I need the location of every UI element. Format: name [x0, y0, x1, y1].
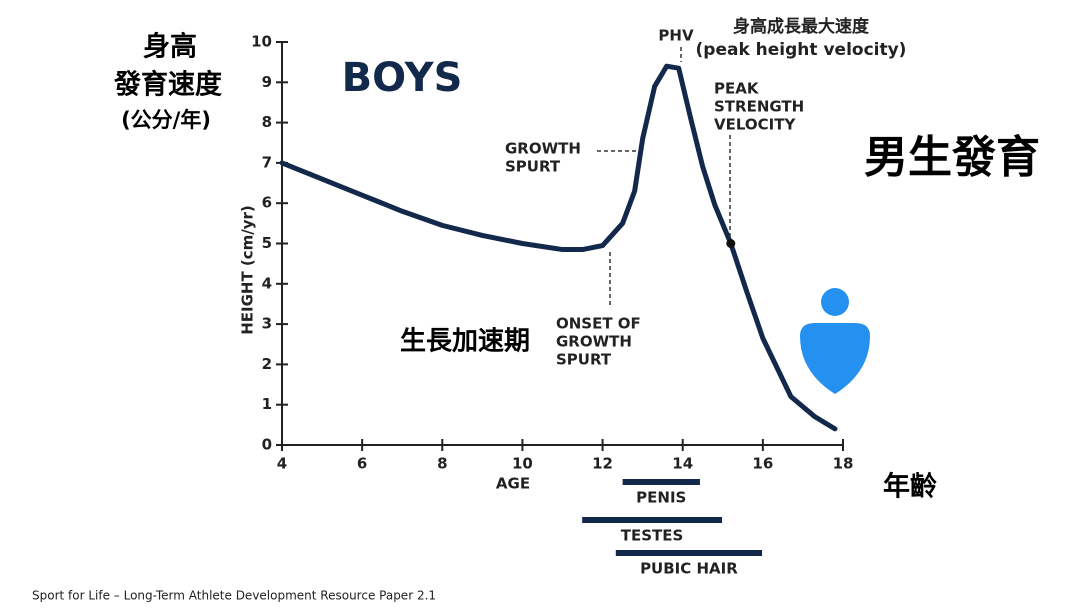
range-bar	[582, 517, 722, 523]
y-tick-label: 10	[251, 33, 272, 51]
x-tick-label: 14	[672, 455, 693, 473]
y-label-cn: 發育速度	[113, 69, 222, 101]
annotation: PEAK	[714, 80, 760, 98]
x-tick-label: 4	[277, 455, 287, 473]
heading: 男生發育	[864, 132, 1040, 183]
annotation: GROWTH	[505, 140, 581, 158]
annotation: PHV	[658, 27, 694, 45]
peak-strength-point	[726, 239, 736, 248]
x-axis-label: AGE	[496, 475, 530, 493]
range-bar	[622, 479, 700, 485]
range-bar	[615, 550, 763, 556]
x-label-cn: 年齡	[883, 471, 937, 503]
annotation: SPURT	[556, 351, 612, 369]
y-tick-label: 4	[262, 274, 272, 292]
annotation: GROWTH	[556, 333, 632, 351]
y-tick-label: 3	[262, 315, 272, 333]
annotation: 身高成長最大速度	[733, 16, 870, 37]
range-label: TESTES	[621, 527, 684, 545]
line	[279, 63, 838, 432]
y-tick-label: 6	[262, 194, 272, 212]
x-tick-label: 12	[592, 455, 613, 473]
annotation: VELOCITY	[714, 116, 796, 134]
y-tick-label: 0	[262, 436, 272, 454]
y-axis-label: HEIGHT (cm/yr)	[239, 205, 257, 335]
range-label: PUBIC HAIR	[640, 560, 738, 578]
chart-title: BOYS	[342, 55, 463, 101]
annotation: (peak height velocity)	[696, 40, 907, 60]
y-tick-label: 2	[262, 355, 272, 373]
annotation: SPURT	[505, 158, 561, 176]
x-tick-label: 8	[437, 455, 447, 473]
x-tick-label: 16	[752, 455, 773, 473]
y-tick-label: 5	[262, 234, 272, 252]
y-tick-label: 7	[262, 153, 272, 171]
x-tick-label: 6	[357, 455, 367, 473]
y-tick-label: 1	[262, 395, 272, 413]
person-icon	[800, 288, 870, 394]
annotation: ONSET OF	[556, 315, 641, 333]
range-label: PENIS	[636, 489, 686, 507]
phase-label: 生長加速期	[400, 327, 530, 357]
y-tick-label: 8	[262, 113, 272, 131]
x-tick-label: 18	[833, 455, 854, 473]
annotation: STRENGTH	[714, 98, 804, 116]
y-tick-label: 9	[262, 73, 272, 91]
source: Sport for Life – Long-Term Athlete Devel…	[32, 589, 436, 603]
x-tick-label: 10	[512, 455, 533, 473]
y-label-cn: (公分/年)	[121, 108, 211, 132]
y-label-cn: 身高	[143, 31, 197, 63]
